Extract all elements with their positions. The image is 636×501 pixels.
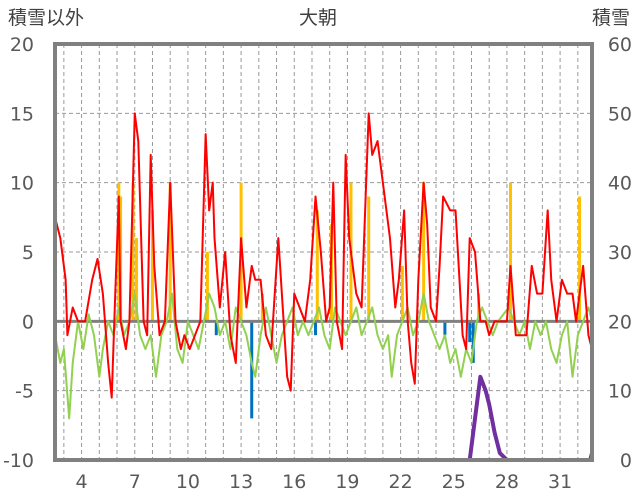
- x-tick: 10: [176, 471, 200, 493]
- y-tick-left: 0: [22, 311, 34, 333]
- y-tick-left: -10: [3, 450, 34, 472]
- y-tick-left: -5: [15, 381, 34, 403]
- x-tick: 4: [76, 471, 88, 493]
- y-tick-right: 50: [608, 103, 632, 125]
- yellow-bars-bar: [135, 238, 139, 322]
- blue-bars-bar: [314, 321, 318, 336]
- y-tick-left: 5: [22, 242, 34, 264]
- y-tick-right: 30: [608, 242, 632, 264]
- left-axis-label: 積雪以外: [8, 7, 84, 29]
- x-tick: 22: [389, 471, 413, 493]
- yellow-bars-bar: [131, 182, 135, 322]
- right-axis-label: 積雪: [592, 7, 630, 29]
- y-tick-left: 20: [10, 34, 34, 56]
- green-line: [54, 292, 593, 420]
- yellow-bars-bar: [367, 196, 371, 322]
- y-tick-right: 60: [608, 34, 632, 56]
- plot-frame: [53, 42, 594, 462]
- yellow-bars-bar: [168, 182, 172, 322]
- y-tick-right: 40: [608, 173, 632, 195]
- y-tick-left: 10: [10, 173, 34, 195]
- chart-title: 大朝: [299, 7, 337, 29]
- x-tick: 19: [335, 471, 359, 493]
- blue-bars-bar: [250, 321, 254, 419]
- blue-bars-bar: [468, 321, 472, 343]
- x-tick: 25: [442, 471, 466, 493]
- yellow-bars-bar: [400, 265, 404, 322]
- y-tick-right: 10: [608, 381, 632, 403]
- y-tick-left: 15: [10, 103, 34, 125]
- x-tick: 7: [129, 471, 141, 493]
- red-line: [54, 112, 593, 399]
- x-tick: 31: [548, 471, 572, 493]
- x-tick: 16: [282, 471, 306, 493]
- yellow-bars-bar: [578, 196, 582, 322]
- yellow-bars-bar: [315, 210, 319, 322]
- x-tick: 13: [229, 471, 253, 493]
- y-tick-right: 0: [620, 450, 632, 472]
- blue-bars-bar: [443, 321, 447, 336]
- y-tick-right: 20: [608, 311, 632, 333]
- yellow-bars-bar: [205, 252, 209, 322]
- purple-line: [55, 374, 594, 462]
- x-tick: 28: [495, 471, 519, 493]
- yellow-bars-bar: [508, 182, 512, 322]
- blue-bars-bar: [214, 321, 218, 336]
- yellow-bars-bar: [422, 182, 426, 322]
- yellow-bars-bar: [150, 210, 154, 322]
